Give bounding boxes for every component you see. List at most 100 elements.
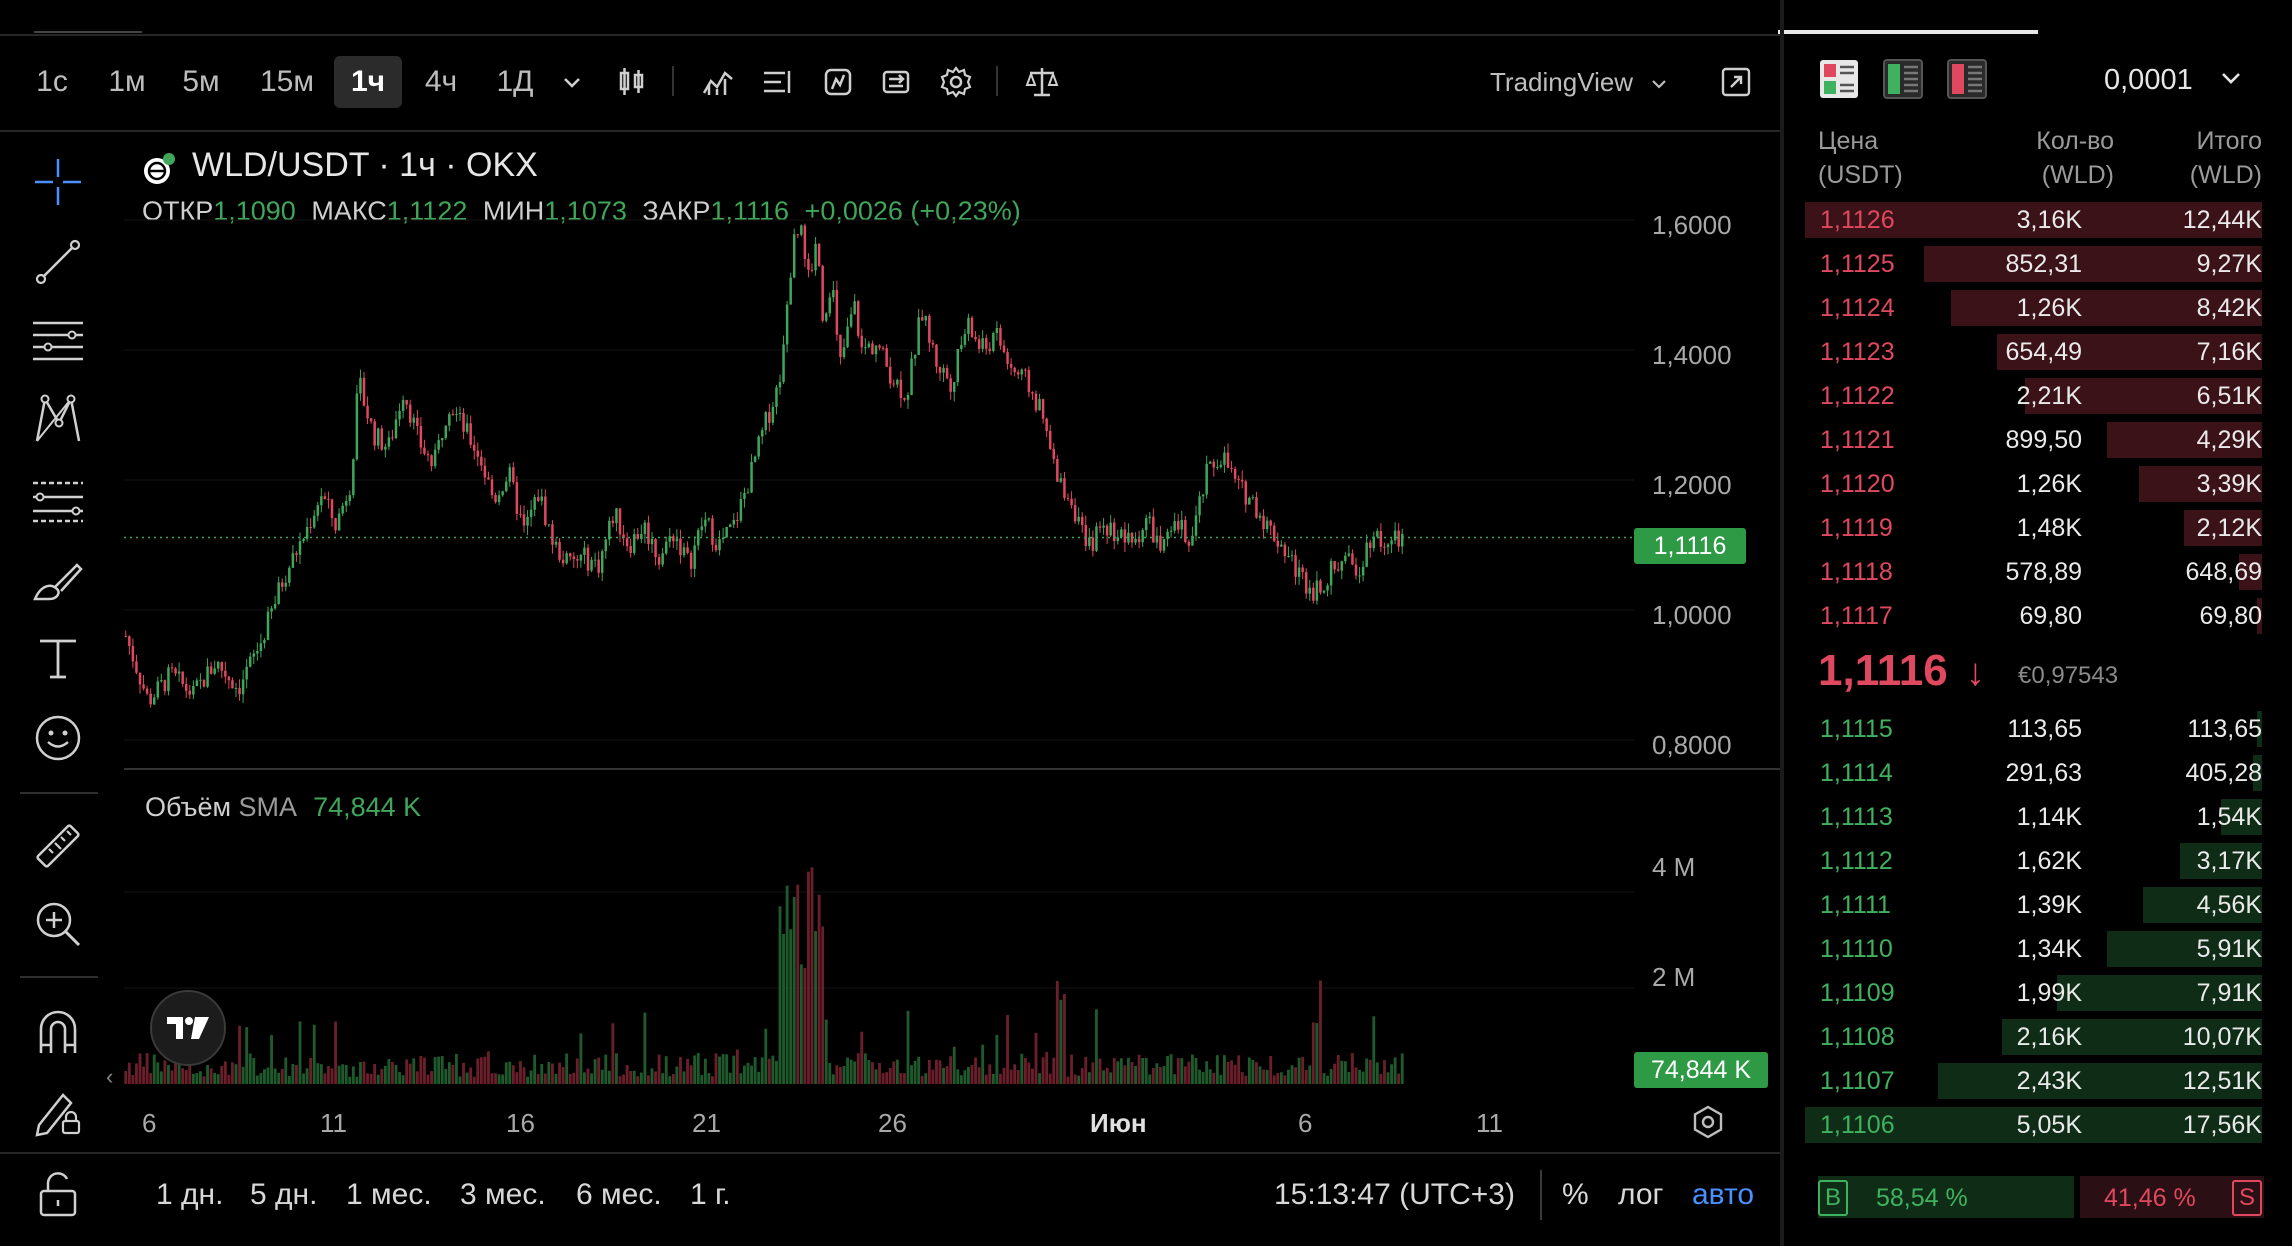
bid-depth-bar [1805, 1107, 2262, 1143]
bid-row[interactable]: 1,1107 2,43K 12,51K [1796, 1061, 2262, 1101]
bid-row[interactable]: 1,1108 2,16K 10,07K [1796, 1017, 2262, 1057]
orderbook-view-bids-icon[interactable] [1882, 58, 1924, 105]
candles-icon[interactable] [612, 62, 652, 102]
unlock-icon[interactable] [28, 1164, 88, 1224]
candle-body [700, 526, 704, 531]
ask-row[interactable]: 1,1124 1,26K 8,42K [1796, 288, 2262, 328]
brush-icon[interactable] [28, 550, 88, 610]
ask-total: 3,39K [2196, 470, 2262, 498]
tradingview-logo[interactable] [150, 990, 226, 1066]
emoji-icon[interactable] [28, 708, 88, 768]
candle-body [796, 234, 800, 236]
ruler-icon[interactable] [28, 816, 88, 876]
alert-icon[interactable] [818, 62, 858, 102]
bid-row[interactable]: 1,1112 1,62K 3,17K [1796, 841, 2262, 881]
ask-row[interactable]: 1,1122 2,21K 6,51K [1796, 376, 2262, 416]
candle-body [782, 344, 785, 383]
scale-icon[interactable] [1022, 62, 1062, 102]
bid-row[interactable]: 1,1114 291,63 405,28 [1796, 753, 2262, 793]
volume-chart[interactable] [124, 800, 1634, 1090]
timeframe-4h[interactable]: 4ч [424, 65, 458, 98]
auto-toggle[interactable]: авто [1692, 1178, 1755, 1211]
magnet-icon[interactable] [28, 1002, 88, 1062]
volume-bar [174, 1058, 177, 1084]
ask-row[interactable]: 1,1126 3,16K 12,44K [1796, 200, 2262, 240]
candle-body [234, 688, 238, 690]
orderbook-view-both-icon[interactable] [1818, 58, 1860, 105]
candle-body [931, 342, 935, 345]
gear-icon[interactable] [936, 62, 976, 102]
price-chart[interactable] [124, 190, 1634, 768]
close-label: ЗАКР [642, 196, 711, 226]
bid-row[interactable]: 1,1111 1,39K 4,56K [1796, 885, 2262, 925]
timeframe-15m[interactable]: 15м [260, 65, 314, 98]
range-1y[interactable]: 1 г. [690, 1178, 731, 1211]
volume-bar [1048, 1073, 1052, 1084]
volume-bar [1002, 1067, 1006, 1084]
replay-icon[interactable] [876, 62, 916, 102]
indicators-icon[interactable] [698, 62, 738, 102]
ask-price: 1,1121 [1820, 426, 1895, 454]
percent-toggle[interactable]: % [1562, 1178, 1589, 1211]
ask-row[interactable]: 1,1123 654,49 7,16K [1796, 332, 2262, 372]
candle-body [206, 666, 209, 687]
list-settings-icon[interactable] [758, 62, 798, 102]
candle-body [408, 404, 412, 423]
ask-row[interactable]: 1,1120 1,26K 3,39K [1796, 464, 2262, 504]
volume-bar [213, 1072, 217, 1084]
candle-body [1173, 521, 1176, 531]
volume-bar [871, 1062, 874, 1084]
timeframe-5m[interactable]: 5м [182, 65, 220, 98]
volume-bar [234, 1064, 238, 1084]
ask-row[interactable]: 1,1118 578,89 648,69 [1796, 552, 2262, 592]
log-toggle[interactable]: лог [1618, 1178, 1664, 1211]
ask-row[interactable]: 1,1121 899,50 4,29K [1796, 420, 2262, 460]
bid-row[interactable]: 1,1106 5,05K 17,56K [1796, 1105, 2262, 1145]
volume-bar [927, 1059, 931, 1084]
volume-bar [433, 1057, 437, 1084]
volume-bar [668, 1076, 672, 1084]
volume-bar [412, 1058, 416, 1084]
axis-settings-icon[interactable] [1690, 1104, 1726, 1145]
ask-row[interactable]: 1,1117 69,80 69,80 [1796, 596, 2262, 636]
precision-selector[interactable]: 0,0001 [2104, 58, 2243, 102]
zoom-in-icon[interactable] [28, 894, 88, 954]
chevron-down-icon[interactable] [552, 62, 592, 102]
candle-body [398, 410, 401, 420]
candle-body [888, 366, 892, 384]
trend-line-icon[interactable] [28, 232, 88, 292]
volume-bar [1052, 1057, 1056, 1084]
timeframe-1m[interactable]: 1м [108, 65, 146, 98]
timeframe-1d[interactable]: 1Д [496, 65, 534, 98]
text-tool-icon[interactable] [28, 628, 88, 688]
fullscreen-icon[interactable] [1716, 62, 1756, 102]
fib-retracement-icon[interactable] [28, 470, 88, 530]
volume-bar [551, 1063, 554, 1084]
range-5d[interactable]: 5 дн. [250, 1178, 318, 1211]
bid-row[interactable]: 1,1109 1,99K 7,91K [1796, 973, 2262, 1013]
bid-row[interactable]: 1,1110 1,34K 5,91K [1796, 929, 2262, 969]
header-qty-label: Кол-во [2036, 127, 2114, 155]
bid-row[interactable]: 1,1113 1,14K 1,54K [1796, 797, 2262, 837]
horizontal-lines-icon[interactable] [28, 310, 88, 370]
lock-drawing-icon[interactable] [28, 1082, 88, 1142]
ask-row[interactable]: 1,1119 1,48K 2,12K [1796, 508, 2262, 548]
range-1d[interactable]: 1 дн. [156, 1178, 224, 1211]
ask-row[interactable]: 1,1125 852,31 9,27K [1796, 244, 2262, 284]
range-1m[interactable]: 1 мес. [346, 1178, 432, 1211]
crosshair-icon[interactable] [28, 152, 88, 212]
orderbook-view-asks-icon[interactable] [1946, 58, 1988, 105]
pattern-icon[interactable] [28, 390, 88, 450]
timezone-clock[interactable]: 15:13:47 (UTC+3) [1274, 1178, 1515, 1211]
timeframe-1s[interactable]: 1с [36, 65, 68, 98]
chart-provider-selector[interactable]: TradingView [1490, 56, 1668, 108]
ohlc-legend: ОТКР1,1090 МАКС1,1122 МИН1,1073 ЗАКР1,11… [142, 196, 1021, 227]
range-3m[interactable]: 3 мес. [460, 1178, 546, 1211]
timeframe-1h[interactable]: 1ч [334, 56, 402, 108]
chevron-left-icon[interactable]: ‹ [106, 1064, 114, 1089]
divider [0, 34, 1780, 36]
candle-body [138, 672, 142, 685]
range-6m[interactable]: 6 мес. [576, 1178, 662, 1211]
bid-row[interactable]: 1,1115 113,65 113,65 [1796, 709, 2262, 749]
volume-bar [1276, 1073, 1280, 1084]
